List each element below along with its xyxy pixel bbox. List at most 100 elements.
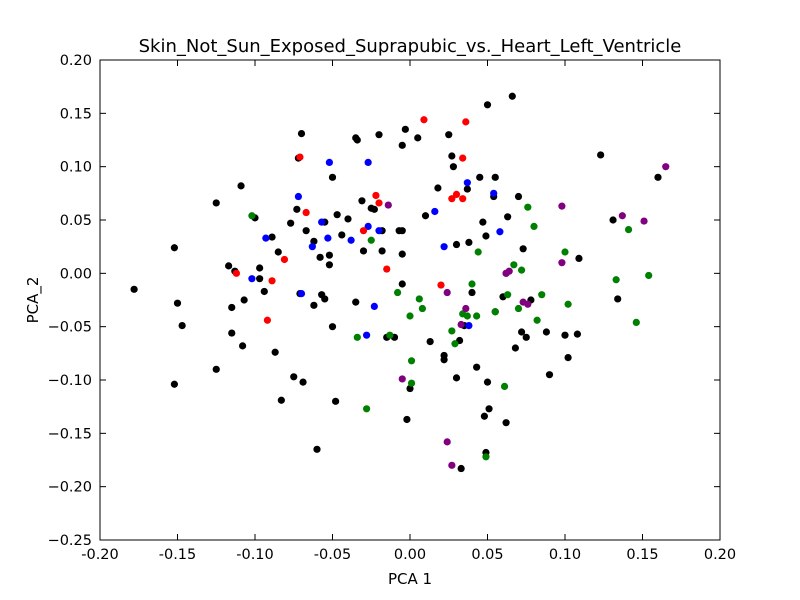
data-point	[452, 190, 461, 198]
x-axis-label: PCA 1	[388, 570, 432, 588]
data-point	[654, 173, 662, 181]
data-point	[462, 118, 470, 126]
data-point	[440, 356, 448, 364]
data-point	[232, 269, 240, 277]
x-tick-label: 0.10	[549, 547, 581, 563]
data-point	[406, 312, 414, 320]
data-point	[375, 199, 383, 207]
data-point	[533, 316, 541, 324]
data-point	[367, 236, 375, 244]
data-point	[482, 453, 490, 461]
x-tick-label: -0.05	[314, 547, 352, 563]
data-point	[353, 136, 361, 144]
y-tick-label: −0.10	[48, 373, 92, 389]
data-point	[545, 371, 554, 379]
data-point	[558, 202, 566, 210]
data-point	[519, 245, 527, 253]
data-point	[452, 240, 461, 249]
data-point	[473, 363, 481, 371]
data-point	[383, 265, 391, 273]
data-point	[294, 192, 302, 201]
data-point	[662, 163, 670, 171]
data-point	[375, 131, 383, 139]
data-point	[421, 212, 430, 220]
data-point	[573, 330, 582, 338]
y-tick-label: −0.05	[48, 320, 92, 336]
data-point	[645, 271, 653, 280]
data-point	[614, 295, 622, 303]
data-point	[403, 415, 411, 424]
data-point	[338, 231, 346, 239]
data-point	[448, 461, 456, 469]
data-point	[510, 261, 518, 269]
series-3	[248, 203, 653, 461]
y-tick-label: 0.00	[60, 266, 92, 282]
data-point	[333, 211, 341, 219]
data-point	[325, 261, 333, 269]
y-axis-label: PCA_2	[24, 277, 43, 324]
data-point	[228, 303, 236, 312]
data-point	[463, 179, 471, 187]
data-point	[398, 141, 406, 149]
data-point	[359, 227, 368, 235]
data-point	[398, 280, 406, 288]
data-point	[448, 195, 456, 203]
data-point	[318, 218, 326, 226]
data-point	[434, 184, 442, 192]
data-point	[332, 397, 340, 405]
data-point	[280, 255, 289, 264]
points-layer	[130, 92, 670, 473]
data-point	[483, 378, 492, 386]
data-point	[618, 212, 626, 220]
data-point	[225, 262, 233, 270]
data-point	[321, 295, 329, 303]
series-4	[384, 163, 670, 469]
data-point	[463, 185, 471, 193]
data-point	[299, 378, 307, 386]
data-point	[575, 254, 583, 262]
data-point	[597, 151, 605, 159]
data-point	[268, 233, 276, 241]
data-point	[378, 247, 386, 255]
data-point	[463, 312, 471, 320]
data-point	[248, 212, 256, 220]
data-point	[491, 173, 499, 181]
data-point	[474, 248, 482, 256]
y-tick-label: −0.25	[48, 533, 92, 549]
data-point	[370, 205, 378, 213]
data-point	[130, 285, 138, 293]
data-point	[449, 163, 457, 171]
data-point	[440, 243, 448, 251]
series-2	[232, 116, 470, 324]
data-point	[459, 195, 467, 203]
data-point	[237, 182, 245, 190]
data-point	[640, 217, 648, 225]
data-point	[262, 234, 270, 242]
data-point	[324, 234, 332, 242]
data-point	[612, 276, 620, 284]
data-point	[398, 250, 406, 258]
data-point	[316, 253, 324, 261]
x-tick-label: -0.20	[81, 547, 119, 563]
data-point	[431, 207, 439, 216]
data-point	[212, 365, 220, 373]
x-tick-label: -0.15	[159, 547, 197, 563]
data-point	[313, 445, 321, 453]
data-point	[538, 291, 546, 299]
data-point	[178, 322, 186, 330]
data-point	[256, 264, 264, 272]
data-point	[248, 275, 256, 283]
x-tick-label: 0.15	[626, 547, 658, 563]
data-point	[364, 158, 372, 166]
x-tick-label: 0.00	[394, 547, 426, 563]
data-point	[564, 354, 572, 362]
data-point	[297, 130, 306, 138]
data-point	[297, 290, 306, 298]
data-point	[325, 158, 333, 166]
series-1	[248, 158, 504, 339]
data-point	[352, 298, 360, 306]
data-point	[465, 322, 473, 330]
data-point	[407, 379, 416, 387]
data-point	[505, 267, 513, 275]
